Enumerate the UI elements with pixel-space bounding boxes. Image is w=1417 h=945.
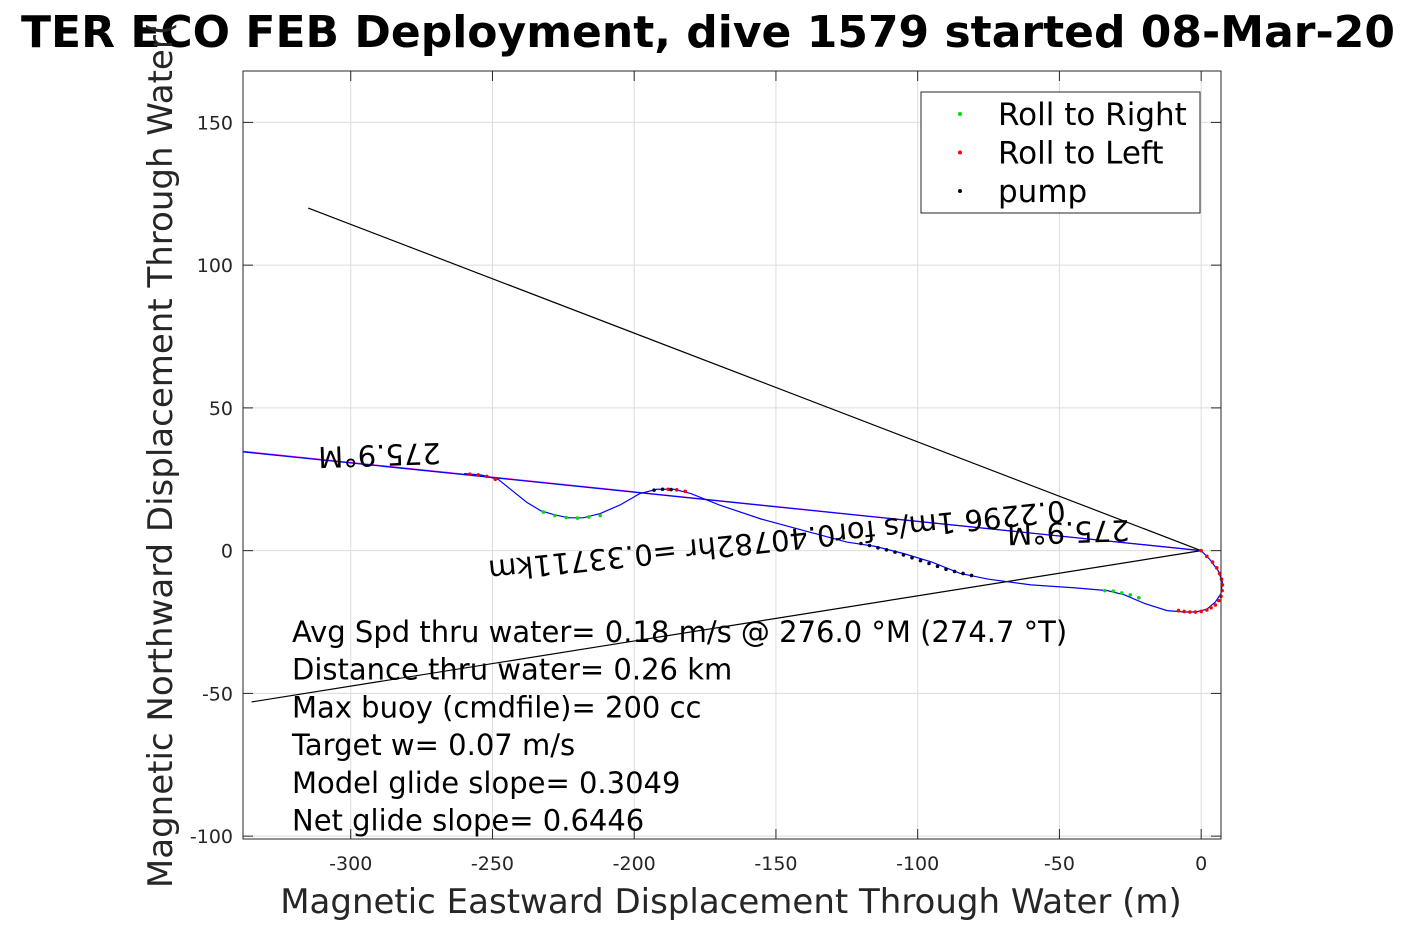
x-tick-label: -150 bbox=[754, 853, 797, 875]
x-tick-label: -300 bbox=[329, 853, 372, 875]
marker-pump bbox=[969, 573, 974, 578]
y-tick-label: 100 bbox=[197, 255, 233, 277]
legend-label: Roll to Right bbox=[998, 97, 1187, 133]
track-annotation: 275.9°M bbox=[318, 436, 442, 474]
marker-roll-to-left bbox=[1220, 583, 1225, 587]
marker-roll-to-left bbox=[1210, 560, 1215, 564]
stat-line: Model glide slope= 0.3049 bbox=[292, 766, 680, 800]
marker-roll-to-left bbox=[467, 472, 472, 476]
marker-roll-to-left bbox=[1216, 598, 1221, 603]
x-tick-label: -50 bbox=[1044, 853, 1075, 875]
legend-label: Roll to Left bbox=[998, 136, 1164, 172]
data-series bbox=[464, 472, 1225, 614]
track-line bbox=[464, 472, 1224, 613]
legend-box bbox=[920, 91, 1201, 214]
marker-roll-to-left bbox=[1217, 571, 1222, 576]
legend-marker bbox=[958, 189, 962, 193]
y-tick-label: -50 bbox=[202, 683, 233, 705]
marker-roll-to-left bbox=[674, 488, 679, 492]
stat-line: Net glide slope= 0.6446 bbox=[292, 804, 644, 838]
y-tick-label: 0 bbox=[221, 541, 233, 563]
reference-lines bbox=[242, 207, 1202, 703]
marker-roll-to-right bbox=[598, 513, 602, 518]
stat-line: Target w= 0.07 m/s bbox=[291, 728, 575, 762]
marker-roll-to-left bbox=[1199, 548, 1203, 553]
track-annotation: 0.2296 1m/s for0.40782hr =0.33711km bbox=[487, 493, 1067, 587]
legend-marker bbox=[958, 112, 962, 116]
marker-roll-to-left bbox=[493, 477, 498, 482]
y-tick-label: 50 bbox=[209, 398, 233, 420]
marker-roll-to-right bbox=[575, 516, 580, 520]
marker-pump bbox=[876, 545, 880, 550]
ticks: -300 -250 -200 -150 -100 -50 0 -100 -50 0 50 100 150 bbox=[190, 71, 1221, 875]
marker-pump bbox=[660, 487, 665, 492]
marker-pump bbox=[901, 553, 906, 557]
marker-roll-to-left bbox=[484, 474, 489, 479]
track-annotation: 275.9°M bbox=[1006, 513, 1130, 551]
marker-pump bbox=[944, 567, 948, 572]
marker-roll-to-right bbox=[1136, 595, 1141, 600]
marker-roll-to-right bbox=[1102, 588, 1107, 593]
marker-pump bbox=[918, 558, 923, 563]
marker-roll-to-left bbox=[1193, 610, 1198, 614]
marker-roll-to-right bbox=[1128, 593, 1133, 597]
y-tick-label: 150 bbox=[197, 112, 233, 134]
marker-pump bbox=[867, 543, 872, 548]
marker-roll-to-right bbox=[564, 515, 568, 520]
marker-roll-to-right bbox=[1111, 589, 1116, 593]
x-tick-label: 0 bbox=[1195, 853, 1207, 875]
marker-roll-to-left bbox=[1214, 565, 1219, 570]
marker-roll-to-left bbox=[1209, 605, 1213, 610]
x-tick-label: -250 bbox=[471, 853, 514, 875]
stats-block: Avg Spd thru water= 0.18 m/s @ 276.0 °M … bbox=[291, 615, 1067, 838]
reference-line bbox=[251, 550, 1202, 703]
stat-line: Distance thru water= 0.26 km bbox=[292, 653, 732, 687]
marker-pump bbox=[952, 569, 957, 574]
x-tick-label: -200 bbox=[613, 853, 656, 875]
chart-title: TER ECO FEB Deployment, dive 1579 starte… bbox=[21, 7, 1395, 58]
y-tick-label: -100 bbox=[190, 826, 233, 848]
marker-roll-to-left bbox=[666, 487, 671, 492]
marker-pump bbox=[961, 571, 965, 576]
marker-pump bbox=[884, 547, 889, 552]
x-tick-label: -100 bbox=[896, 853, 939, 875]
legend-label: pump bbox=[998, 174, 1087, 210]
marker-pump bbox=[669, 487, 673, 492]
marker-pump bbox=[652, 488, 656, 492]
marker-roll-to-left bbox=[1205, 554, 1209, 559]
marker-pump bbox=[859, 541, 863, 546]
marker-roll-to-right bbox=[553, 513, 557, 518]
marker-roll-to-left bbox=[1188, 610, 1192, 614]
x-axis-label: Magnetic Eastward Displacement Through W… bbox=[280, 882, 1182, 922]
marker-roll-to-left bbox=[1205, 608, 1209, 612]
annotations: 275.9°M0.2296 1m/s for0.40782hr =0.33711… bbox=[318, 436, 1131, 588]
marker-roll-to-left bbox=[1219, 577, 1224, 581]
axes-box bbox=[242, 70, 1222, 840]
marker-roll-to-left bbox=[683, 489, 688, 494]
legend-marker bbox=[958, 150, 962, 155]
stat-line: Avg Spd thru water= 0.18 m/s @ 276.0 °M … bbox=[292, 615, 1067, 649]
reference-line bbox=[242, 451, 1202, 552]
marker-pump bbox=[910, 555, 914, 560]
marker-roll-to-left bbox=[1213, 603, 1218, 607]
marker-pump bbox=[893, 550, 897, 554]
marker-roll-to-right bbox=[541, 510, 546, 514]
reference-line bbox=[307, 207, 1202, 552]
stat-line: Max buoy (cmdfile)= 200 cc bbox=[292, 690, 701, 724]
marker-roll-to-left bbox=[1199, 609, 1203, 614]
marker-roll-to-left bbox=[476, 473, 481, 477]
marker-roll-to-left bbox=[1176, 608, 1181, 613]
y-axis-label: Magnetic Northward Displacement Through … bbox=[141, 22, 181, 888]
marker-roll-to-right bbox=[1119, 591, 1124, 595]
marker-roll-to-right bbox=[587, 515, 591, 519]
marker-roll-to-left bbox=[1182, 609, 1186, 614]
marker-pump bbox=[935, 564, 940, 569]
marker-pump bbox=[927, 561, 931, 566]
